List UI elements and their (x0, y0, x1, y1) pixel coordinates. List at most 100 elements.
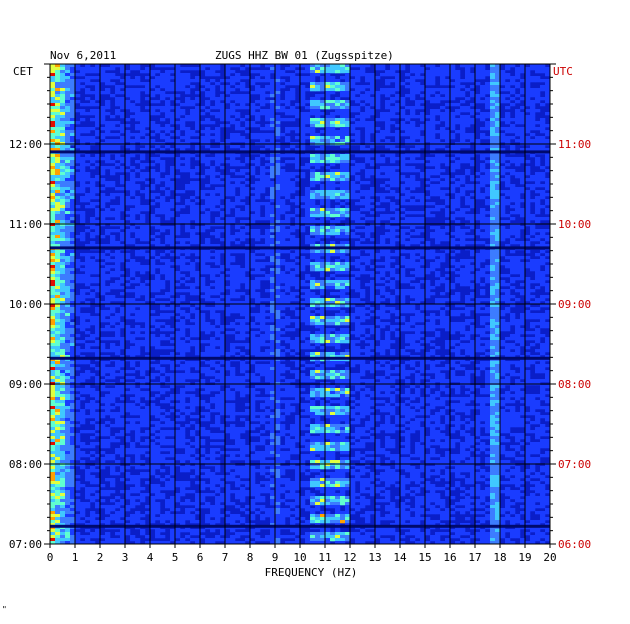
heatmap-cell (185, 199, 191, 203)
heatmap-cell (290, 91, 296, 95)
heatmap-cell (145, 268, 151, 272)
heatmap-cell (510, 184, 516, 188)
heatmap-cell (180, 154, 186, 158)
heatmap-cell (435, 112, 441, 116)
heatmap-cell (85, 268, 91, 272)
heatmap-cell (540, 97, 546, 101)
heatmap-cell (230, 274, 236, 278)
heatmap-cell (120, 100, 126, 104)
heatmap-cell (165, 217, 171, 221)
heatmap-cell (175, 64, 181, 68)
heatmap-cell (275, 208, 281, 212)
heatmap-cell (325, 70, 331, 74)
heatmap-cell (210, 193, 216, 197)
heatmap-cell (180, 79, 186, 83)
heatmap-cell (90, 223, 96, 227)
heatmap-cell (205, 109, 211, 113)
heatmap-cell (135, 244, 141, 248)
heatmap-cell (530, 79, 536, 83)
heatmap-cell (275, 73, 281, 77)
heatmap-cell (60, 181, 66, 185)
heatmap-cell (310, 82, 316, 86)
heatmap-cell (365, 73, 371, 77)
heatmap-cell (275, 109, 281, 113)
heatmap-cell (385, 127, 391, 131)
heatmap-cell (485, 220, 491, 224)
heatmap-cell (170, 205, 176, 209)
heatmap-cell (50, 145, 56, 149)
heatmap-cell (65, 154, 71, 158)
heatmap-cell (280, 169, 286, 173)
heatmap-cell (180, 274, 186, 278)
heatmap-cell (175, 130, 181, 134)
heatmap-cell (200, 286, 206, 290)
heatmap-cell (390, 172, 396, 176)
heatmap-cell (115, 223, 121, 227)
heatmap-cell (50, 103, 56, 107)
heatmap-cell (225, 238, 231, 242)
heatmap-cell (475, 178, 481, 182)
heatmap-cell (395, 103, 401, 107)
heatmap-cell (345, 223, 351, 227)
heatmap-cell (225, 184, 231, 188)
heatmap-cell (325, 202, 331, 206)
heatmap-cell (535, 94, 541, 98)
heatmap-cell (110, 205, 116, 209)
heatmap-cell (385, 124, 391, 128)
heatmap-cell (420, 292, 426, 296)
heatmap-cell (220, 283, 226, 287)
heatmap-cell (325, 190, 331, 194)
heatmap-cell (195, 280, 201, 284)
heatmap-cell (55, 154, 61, 158)
heatmap-cell (490, 289, 496, 293)
heatmap-cell (400, 133, 406, 137)
heatmap-cell (365, 259, 371, 263)
heatmap-cell (115, 154, 121, 158)
heatmap-cell (325, 226, 331, 230)
heatmap-cell (420, 220, 426, 224)
heatmap-cell (355, 193, 361, 197)
heatmap-cell (450, 148, 456, 152)
heatmap-cell (495, 250, 501, 254)
heatmap-cell (415, 82, 421, 86)
heatmap-cell (450, 241, 456, 245)
heatmap-cell (245, 94, 251, 98)
heatmap-cell (410, 79, 416, 83)
heatmap-cell (345, 85, 351, 89)
heatmap-cell (190, 169, 196, 173)
heatmap-cell (405, 118, 411, 122)
heatmap-cell (105, 88, 111, 92)
heatmap-cell (280, 220, 286, 224)
heatmap-cell (340, 226, 346, 230)
heatmap-cell (545, 208, 551, 212)
heatmap-cell (495, 289, 501, 293)
heatmap-cell (55, 97, 61, 101)
heatmap-cell (250, 82, 256, 86)
heatmap-cell (370, 103, 376, 107)
heatmap-cell (265, 100, 271, 104)
heatmap-cell (400, 232, 406, 236)
heatmap-cell (210, 292, 216, 296)
heatmap-cell (420, 112, 426, 116)
heatmap-cell (255, 160, 261, 164)
heatmap-cell (205, 85, 211, 89)
heatmap-cell (275, 229, 281, 233)
heatmap-cell (410, 133, 416, 137)
heatmap-cell (235, 124, 241, 128)
heatmap-cell (55, 175, 61, 179)
heatmap-cell (340, 76, 346, 80)
heatmap-cell (70, 67, 76, 71)
heatmap-cell (65, 100, 71, 104)
heatmap-cell (425, 76, 431, 80)
heatmap-cell (65, 181, 71, 185)
heatmap-cell (195, 226, 201, 230)
heatmap-cell (520, 118, 526, 122)
heatmap-cell (495, 259, 501, 263)
heatmap-cell (400, 163, 406, 167)
heatmap-cell (535, 157, 541, 161)
heatmap-cell (445, 283, 451, 287)
heatmap-cell (240, 268, 246, 272)
heatmap-cell (115, 250, 121, 254)
heatmap-cell (420, 175, 426, 179)
heatmap-cell (140, 175, 146, 179)
